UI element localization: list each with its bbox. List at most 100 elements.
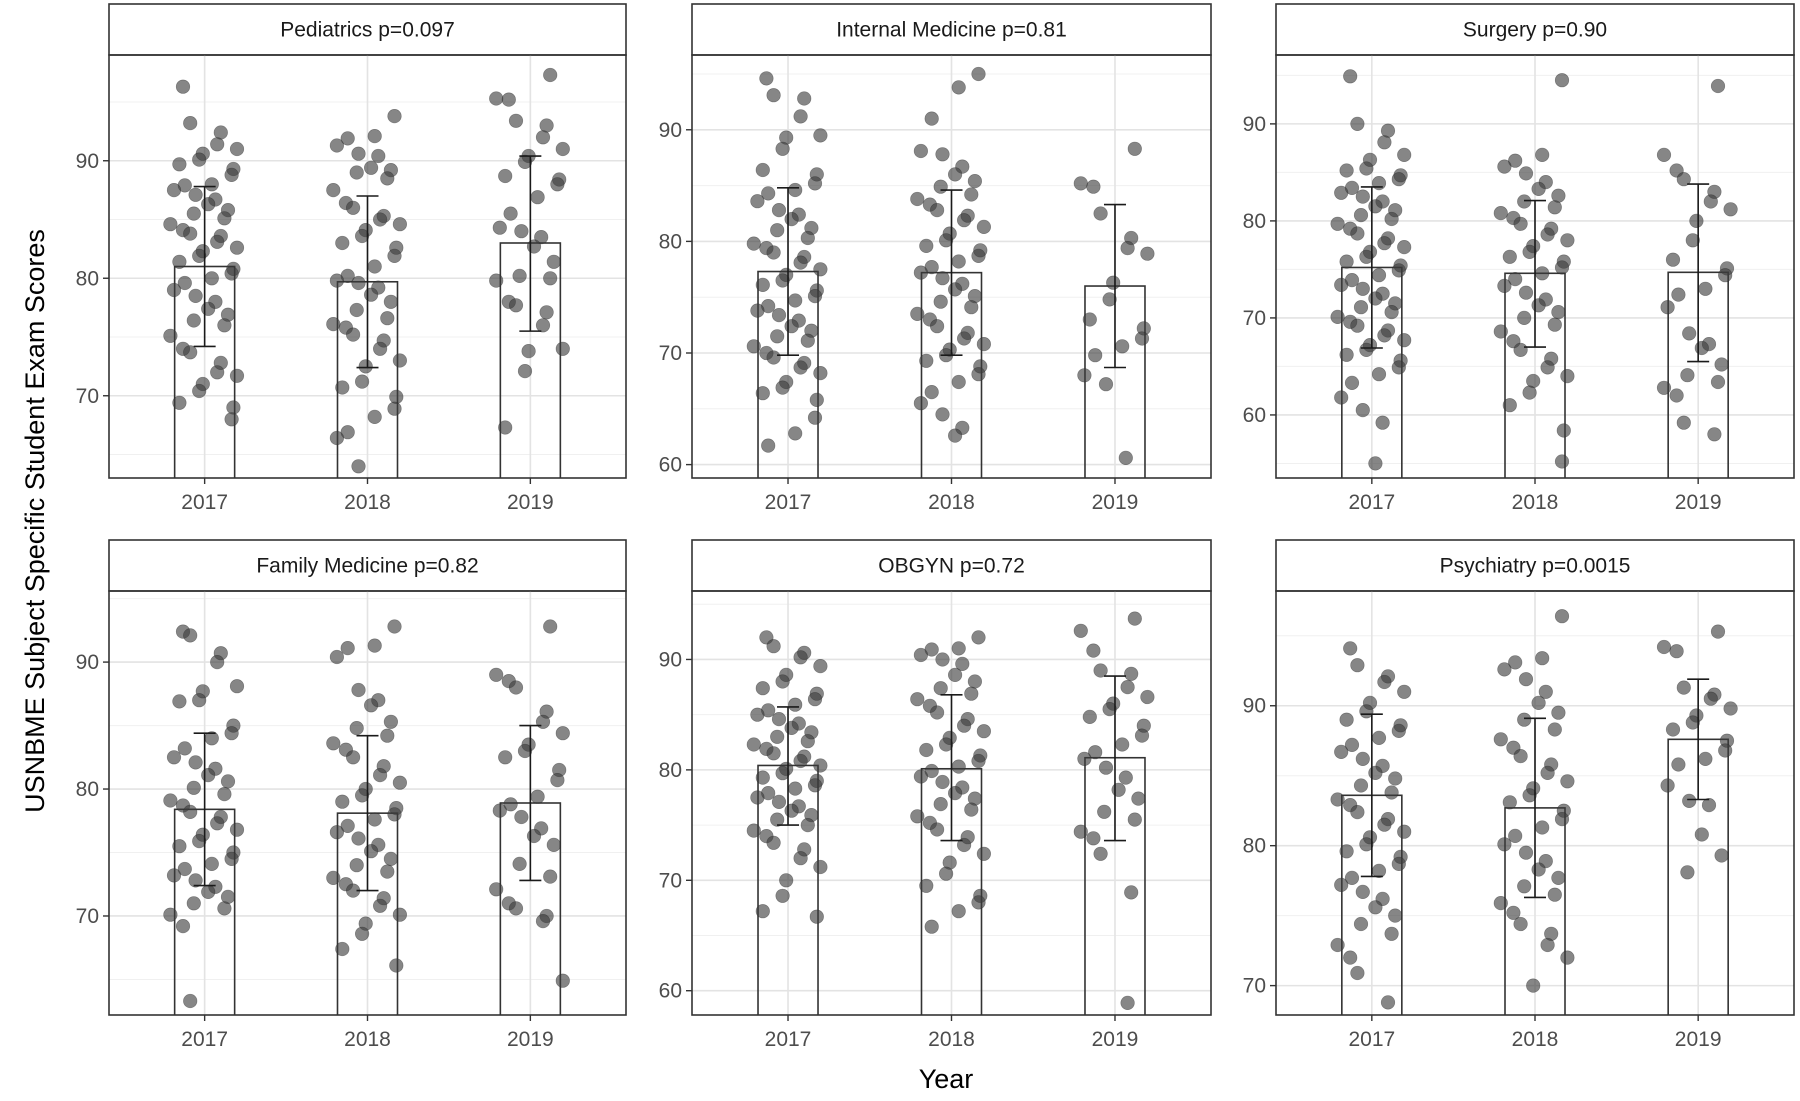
- data-point: [1551, 705, 1566, 720]
- data-point: [177, 861, 192, 877]
- data-point: [967, 674, 983, 689]
- data-point: [793, 650, 808, 665]
- data-point: [186, 780, 201, 795]
- data-point: [351, 146, 366, 161]
- data-point: [489, 667, 504, 682]
- data-point: [1102, 701, 1117, 717]
- data-point: [1493, 895, 1508, 911]
- data-point: [1330, 309, 1345, 325]
- x-tick-label: 2017: [181, 491, 228, 514]
- data-point: [750, 303, 765, 318]
- data-point: [1334, 277, 1349, 293]
- data-point: [1547, 722, 1562, 737]
- data-point: [1526, 978, 1541, 993]
- data-point: [1353, 916, 1369, 932]
- data-point: [910, 306, 925, 322]
- data-point: [1384, 785, 1399, 800]
- data-point: [1102, 292, 1117, 307]
- data-point: [1334, 185, 1349, 200]
- data-point: [1343, 950, 1358, 965]
- data-point: [1086, 643, 1101, 658]
- data-point: [1547, 317, 1562, 332]
- data-point: [503, 206, 518, 221]
- data-point: [813, 366, 828, 381]
- data-point: [1334, 877, 1349, 893]
- data-point: [955, 656, 970, 672]
- data-point: [535, 913, 551, 929]
- data-point: [1088, 745, 1103, 760]
- data-point: [1127, 611, 1142, 626]
- y-tick-label: 90: [76, 651, 99, 674]
- data-point: [172, 694, 187, 709]
- data-point: [1518, 285, 1534, 300]
- data-point: [800, 333, 815, 348]
- data-point: [935, 774, 950, 790]
- error-bar-2019: [519, 724, 542, 882]
- data-point: [750, 790, 765, 805]
- data-point: [746, 339, 761, 354]
- data-point: [1493, 732, 1508, 747]
- data-point: [1368, 199, 1383, 214]
- data-point: [383, 294, 399, 309]
- data-point: [951, 80, 966, 95]
- data-point: [924, 260, 939, 275]
- data-point: [1540, 937, 1555, 953]
- panel-marks: [746, 611, 1155, 1015]
- data-point: [971, 895, 986, 910]
- data-point: [919, 878, 934, 893]
- data-point: [1497, 837, 1512, 852]
- data-point: [329, 430, 345, 446]
- data-point: [1375, 415, 1390, 430]
- data-point: [1685, 233, 1700, 248]
- data-point: [1506, 905, 1521, 920]
- data-point: [1508, 272, 1523, 287]
- data-point: [349, 302, 364, 318]
- data-point: [351, 459, 366, 474]
- panel-strip: [108, 3, 627, 56]
- data-point: [956, 331, 972, 346]
- data-point: [349, 720, 364, 736]
- error-bar-2017: [193, 185, 216, 348]
- data-point: [543, 619, 558, 634]
- data-point: [1127, 141, 1142, 156]
- data-point: [387, 108, 402, 124]
- data-point: [766, 639, 781, 654]
- data-point: [771, 794, 787, 810]
- data-point: [163, 328, 178, 343]
- data-point: [1671, 757, 1686, 772]
- error-bar-2018: [940, 693, 963, 842]
- data-point: [793, 753, 808, 769]
- data-point: [1377, 817, 1392, 832]
- data-point: [800, 817, 815, 833]
- data-point: [489, 91, 504, 106]
- data-point: [530, 789, 545, 804]
- data-point: [964, 187, 979, 202]
- error-bar-2019: [1103, 203, 1126, 369]
- data-point: [1531, 695, 1546, 711]
- data-point: [793, 360, 808, 375]
- data-point: [766, 245, 781, 260]
- data-point: [750, 707, 765, 722]
- panel-strip: [108, 539, 627, 592]
- data-point: [746, 236, 761, 251]
- data-point: [1077, 368, 1092, 383]
- data-point: [1497, 159, 1512, 174]
- data-point: [364, 160, 379, 175]
- data-point: [1115, 737, 1130, 752]
- data-point: [924, 385, 939, 400]
- error-bar-2019: [1687, 678, 1710, 801]
- data-point: [1371, 268, 1387, 283]
- data-point: [535, 130, 551, 145]
- data-point: [1368, 456, 1383, 471]
- data-point: [514, 224, 529, 239]
- data-point: [800, 230, 815, 246]
- error-bar-2018: [1524, 717, 1546, 899]
- data-point: [192, 248, 207, 263]
- data-point: [1707, 427, 1722, 442]
- data-point: [1371, 367, 1387, 382]
- data-point: [1371, 863, 1387, 879]
- data-point: [1660, 300, 1675, 315]
- panel-3: Surgery p=0.90 60 70 80 90 2017 2018 2019: [1243, 3, 1795, 514]
- data-point: [351, 682, 366, 698]
- data-point: [355, 374, 370, 389]
